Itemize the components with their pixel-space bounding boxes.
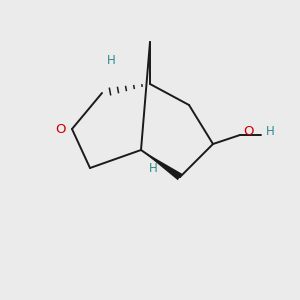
Text: H: H (148, 161, 158, 175)
Text: H: H (266, 125, 274, 139)
Text: O: O (55, 122, 65, 136)
Text: O: O (244, 125, 254, 139)
Polygon shape (141, 150, 182, 180)
Text: H: H (106, 53, 116, 67)
